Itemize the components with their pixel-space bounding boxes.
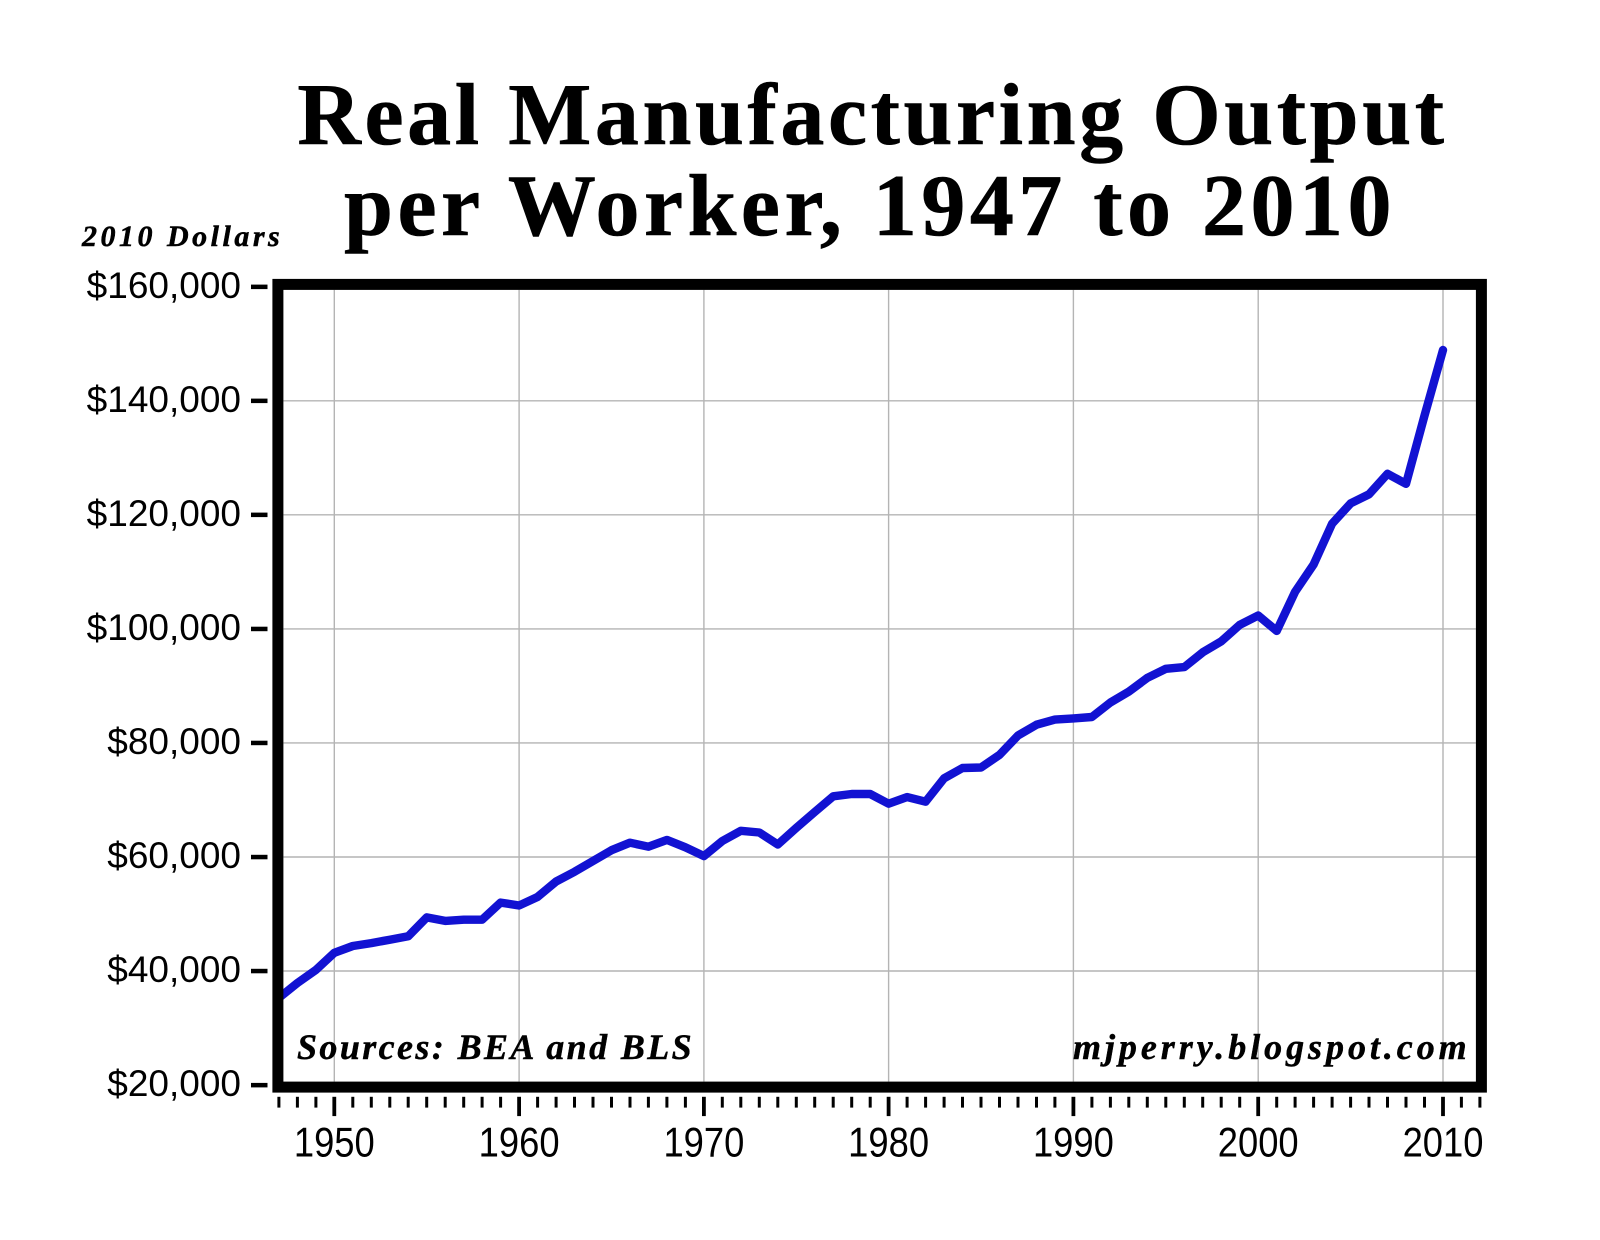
- svg-text:2000: 2000: [1218, 1119, 1299, 1166]
- svg-text:Real Manufacturing Output: Real Manufacturing Output: [297, 67, 1447, 164]
- svg-text:Sources: BEA and BLS: Sources: BEA and BLS: [297, 1027, 694, 1067]
- svg-text:2010: 2010: [1403, 1119, 1484, 1166]
- svg-text:$120,000: $120,000: [87, 493, 241, 534]
- svg-text:$40,000: $40,000: [107, 949, 241, 990]
- svg-text:2010 Dollars: 2010 Dollars: [81, 220, 283, 253]
- svg-text:$160,000: $160,000: [87, 265, 241, 306]
- svg-text:1980: 1980: [848, 1119, 929, 1166]
- svg-text:$20,000: $20,000: [107, 1063, 241, 1104]
- svg-text:mjperry.blogspot.com: mjperry.blogspot.com: [1073, 1027, 1471, 1067]
- svg-text:$80,000: $80,000: [107, 721, 241, 762]
- svg-text:per Worker, 1947 to 2010: per Worker, 1947 to 2010: [344, 158, 1396, 255]
- svg-text:$60,000: $60,000: [107, 835, 241, 876]
- svg-text:1960: 1960: [479, 1119, 560, 1166]
- svg-text:1950: 1950: [294, 1119, 375, 1166]
- svg-text:$140,000: $140,000: [87, 379, 241, 420]
- svg-text:1970: 1970: [663, 1119, 744, 1166]
- svg-text:$100,000: $100,000: [87, 607, 241, 648]
- svg-text:1990: 1990: [1033, 1119, 1114, 1166]
